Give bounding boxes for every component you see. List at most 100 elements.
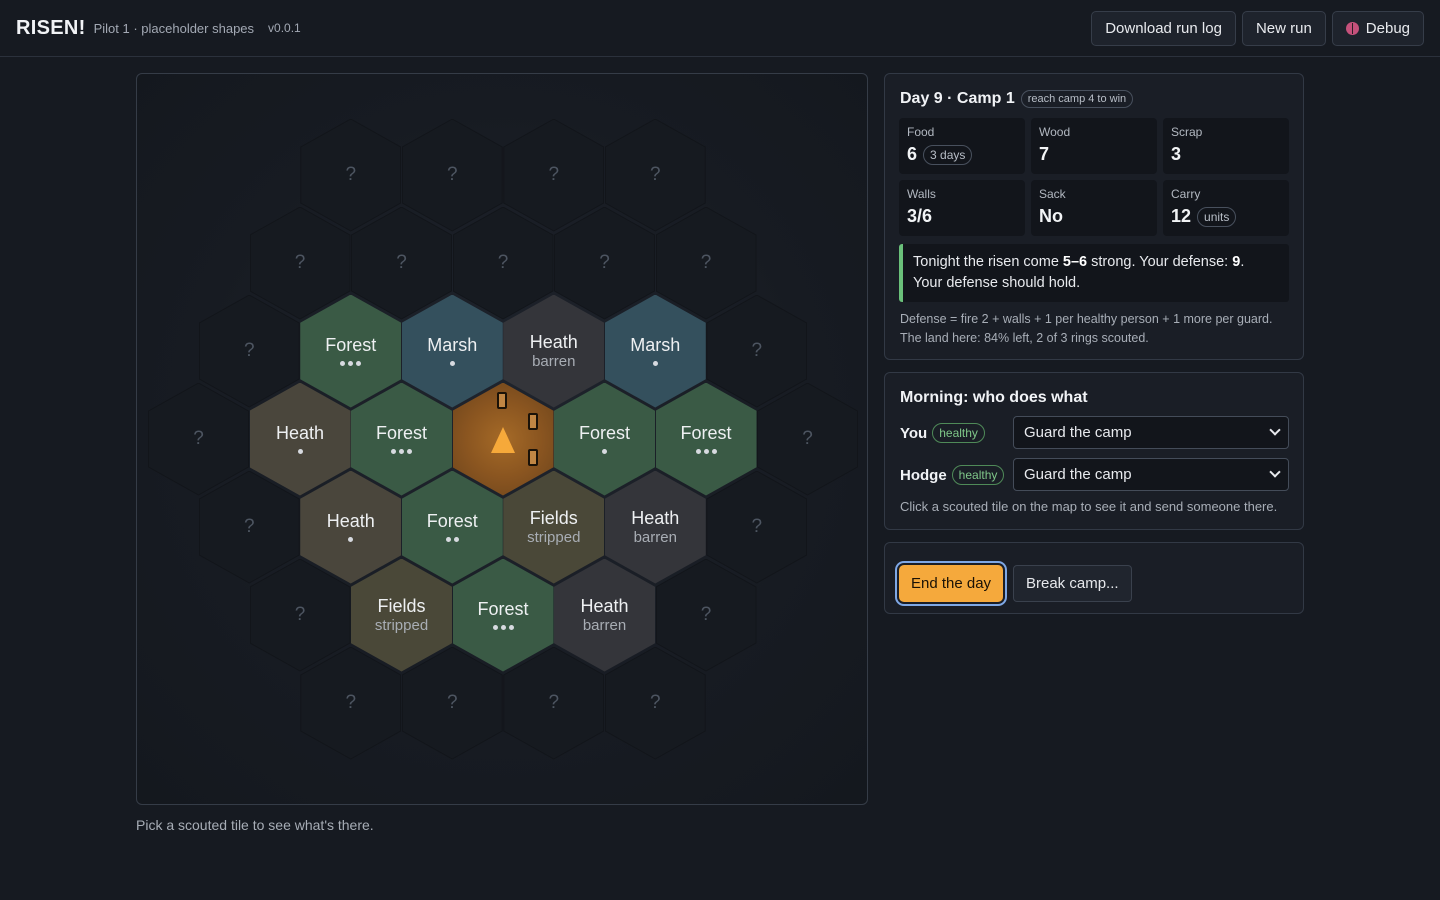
- map-tile-forest[interactable]: Forest: [351, 382, 452, 496]
- unscouted-tile: ?: [554, 206, 655, 320]
- tile-status: barren: [532, 352, 576, 370]
- unscouted-tile: ?: [706, 294, 808, 408]
- unscouted-tile: ?: [452, 206, 554, 320]
- debug-label: Debug: [1365, 20, 1410, 37]
- unknown-icon: ?: [497, 252, 509, 273]
- status-panel: Day 9 · Camp 1 reach camp 4 to win Food 6…: [884, 73, 1304, 360]
- resource-dot: [602, 448, 607, 454]
- resource-dot: [348, 536, 354, 542]
- unknown-icon: ?: [649, 164, 661, 185]
- person-token-icon: [527, 448, 538, 466]
- top-actions: Download run log New run Debug: [1091, 11, 1424, 46]
- night-forecast-alert: Tonight the risen come 5–6 strong. Your …: [899, 244, 1289, 302]
- risen-strength: 5–6: [1062, 254, 1088, 270]
- tile-status: barren: [633, 528, 677, 546]
- resource-dot: [508, 624, 514, 630]
- task-select-hodge[interactable]: Guard the camp: [1013, 458, 1289, 491]
- resource-dots: [652, 359, 658, 367]
- tile-status: barren: [582, 616, 627, 634]
- resource-dot: [391, 448, 396, 454]
- task-select-value: Guard the camp: [1024, 424, 1132, 441]
- resource-dots: [449, 359, 455, 367]
- morning-panel: Morning: who does what You healthy Guard…: [884, 372, 1304, 530]
- tile-name: Forest: [375, 423, 427, 443]
- unknown-icon: ?: [294, 604, 306, 625]
- stat-value-row: No: [1039, 206, 1149, 227]
- map-tile-heath[interactable]: Heath barren: [604, 470, 706, 584]
- person-token-icon: [527, 412, 538, 430]
- map-tile-marsh[interactable]: Marsh: [401, 294, 503, 408]
- map-tile-forest[interactable]: Forest: [401, 470, 503, 584]
- stat-carry: Carry 12 units: [1163, 180, 1289, 236]
- stat-badge: 3 days: [923, 144, 973, 165]
- unscouted-tile: ?: [198, 470, 300, 584]
- tile-name: Heath: [529, 331, 578, 352]
- stat-label: Sack: [1039, 187, 1066, 201]
- task-select-value: Guard the camp: [1024, 466, 1132, 483]
- end-day-button[interactable]: End the day: [899, 565, 1004, 602]
- camp-tile[interactable]: [452, 382, 554, 496]
- map-tile-fields[interactable]: Fields stripped: [503, 470, 605, 584]
- person-row-hodge: Hodge healthy: [900, 465, 1005, 485]
- unscouted-tile: ?: [655, 558, 757, 672]
- new-run-button[interactable]: New run: [1241, 11, 1326, 46]
- stat-label: Wood: [1039, 125, 1071, 139]
- unscouted-tile: ?: [401, 118, 503, 232]
- unknown-icon: ?: [243, 340, 255, 361]
- stat-value: 3/6: [907, 206, 933, 226]
- top-bar: RISEN! Pilot 1 · placeholder shapes v0.0…: [0, 0, 1440, 57]
- unscouted-tile: ?: [706, 470, 808, 584]
- resource-dots: [348, 535, 354, 543]
- stat-label: Scrap: [1171, 125, 1203, 139]
- day-title: Day 9 · Camp 1: [900, 90, 1015, 107]
- stat-value: 3: [1171, 144, 1182, 164]
- resource-dots: [391, 447, 412, 455]
- resource-dot: [453, 536, 459, 542]
- break-camp-button[interactable]: Break camp...: [1013, 565, 1132, 602]
- tile-name: Heath: [631, 507, 680, 528]
- defense-formula: Defense = fire 2 + walls + 1 per healthy…: [900, 312, 1273, 326]
- stat-label: Carry: [1171, 187, 1201, 201]
- map-tile-forest[interactable]: Forest: [300, 294, 402, 408]
- map-tile-heath[interactable]: Heath barren: [503, 294, 605, 408]
- hex-map: ?????????? Forest Marsh Heath barren Marsh?? H…: [136, 73, 868, 805]
- map-tile-heath[interactable]: Heath barren: [554, 558, 655, 672]
- tile-name: Forest: [578, 423, 630, 443]
- map-tile-marsh[interactable]: Marsh: [604, 294, 706, 408]
- map-tile-forest[interactable]: Forest: [655, 382, 757, 496]
- map-tile-forest[interactable]: Forest: [554, 382, 655, 496]
- map-tile-forest[interactable]: Forest: [452, 558, 554, 672]
- chevron-down-icon: [1269, 424, 1281, 436]
- unscouted-tile: ?: [604, 646, 706, 760]
- morning-title: Morning: who does what: [900, 389, 1088, 406]
- camp-fire-icon: [490, 426, 515, 453]
- defense-notes: Defense = fire 2 + walls + 1 per healthy…: [900, 310, 1272, 348]
- resource-dots: [492, 623, 514, 631]
- unscouted-tile: ?: [198, 294, 300, 408]
- unknown-icon: ?: [599, 252, 610, 273]
- tile-name: Marsh: [427, 335, 478, 355]
- map-tile-heath[interactable]: Heath: [249, 382, 351, 496]
- tile-name: Fields: [529, 507, 578, 528]
- stat-sack: Sack No: [1031, 180, 1157, 236]
- morning-hint: Click a scouted tile on the map to see i…: [900, 499, 1278, 514]
- debug-button[interactable]: Debug: [1331, 11, 1424, 46]
- unknown-icon: ?: [700, 252, 712, 273]
- stat-food: Food 6 3 days: [899, 118, 1025, 174]
- goal-badge: reach camp 4 to win: [1020, 90, 1134, 108]
- unknown-icon: ?: [548, 692, 560, 713]
- stat-value-row: 12 units: [1171, 206, 1281, 227]
- download-run-log-button[interactable]: Download run log: [1091, 11, 1236, 46]
- tile-status: stripped: [374, 616, 429, 634]
- tile-name: Forest: [477, 599, 529, 619]
- unscouted-tile: ?: [300, 646, 402, 760]
- stat-value-row: 3: [1171, 144, 1281, 165]
- resource-dot: [297, 448, 303, 454]
- map-tile-heath[interactable]: Heath: [300, 470, 402, 584]
- map-tile-fields[interactable]: Fields stripped: [351, 558, 452, 672]
- unknown-icon: ?: [548, 164, 560, 185]
- task-select-you[interactable]: Guard the camp: [1013, 416, 1289, 449]
- alert-text-post: .: [1240, 254, 1245, 270]
- resource-dots: [340, 359, 362, 367]
- unknown-icon: ?: [345, 692, 357, 713]
